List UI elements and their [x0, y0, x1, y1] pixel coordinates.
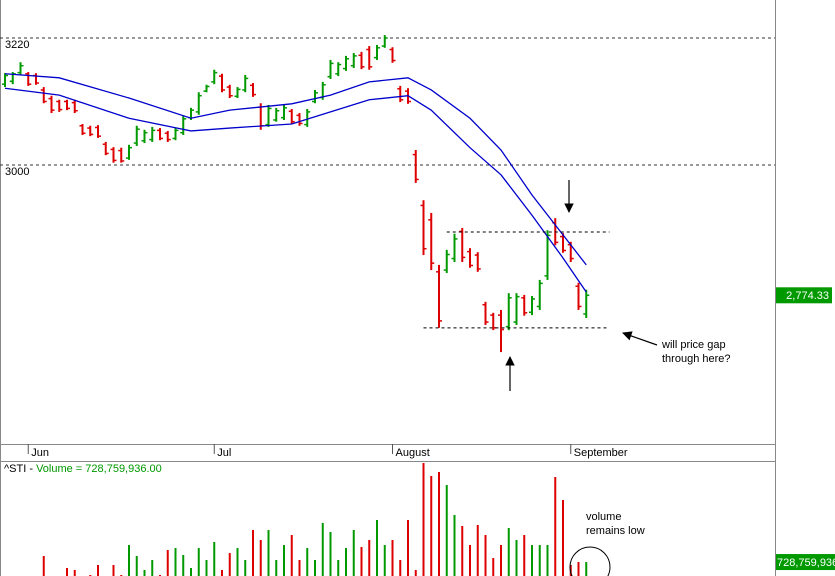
x-tick-label: Jul — [217, 447, 231, 459]
volume-readout-axis: 728,759,936.00 — [777, 557, 835, 569]
envelope-line — [4, 87, 587, 293]
volume-label: Volume = — [36, 463, 85, 475]
volume-panel — [42, 463, 588, 576]
price-readout: 2,774.33 — [786, 290, 829, 302]
y-tick-label: 3220 — [5, 39, 29, 51]
volume-readout-box — [776, 554, 835, 571]
volume-header: ^STI - Volume = 728,759,936.00 — [4, 463, 162, 475]
x-tick-label: September — [574, 447, 628, 459]
annotation: through here? — [662, 353, 731, 365]
arrow — [622, 331, 658, 346]
annotation: remains low — [586, 525, 645, 537]
ticker-label: ^STI - — [4, 463, 36, 475]
annotation: volume — [586, 511, 621, 523]
x-tick-label: August — [396, 447, 430, 459]
volume-readout: 728,759,936.00 — [85, 463, 161, 475]
price-readout-box — [776, 287, 832, 304]
price-panel: 3000 3220 — [0, 35, 775, 353]
envelope-line — [4, 73, 587, 266]
highlight-circle — [569, 546, 611, 576]
y-tick-label: 3000 — [5, 166, 29, 178]
x-tick-label: Jun — [31, 447, 49, 459]
overlay: will price gap through here? volume rema… — [4, 180, 835, 576]
annotation: will price gap — [661, 339, 726, 351]
